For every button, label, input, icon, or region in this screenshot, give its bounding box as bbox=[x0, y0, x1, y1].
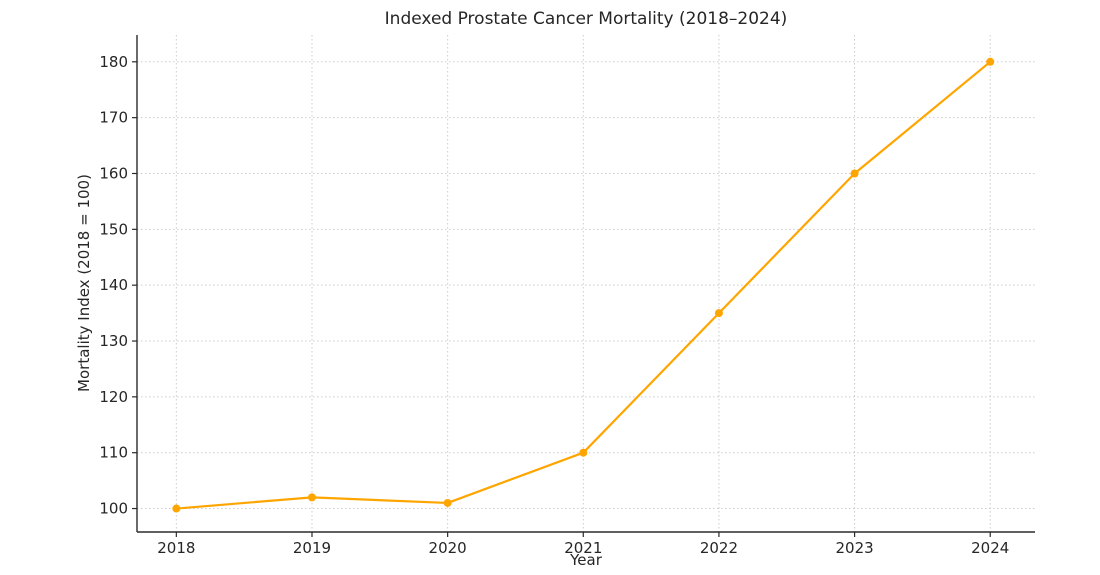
y-tick-label: 150 bbox=[99, 220, 128, 238]
x-tick-label: 2018 bbox=[157, 539, 195, 557]
y-tick-label: 120 bbox=[99, 388, 128, 406]
data-point-marker bbox=[579, 448, 588, 457]
y-tick-label: 100 bbox=[99, 500, 128, 518]
chart-title: Indexed Prostate Cancer Mortality (2018–… bbox=[384, 9, 788, 29]
data-point-marker bbox=[850, 169, 859, 178]
x-tick-label: 2023 bbox=[835, 539, 873, 557]
data-point-marker bbox=[443, 498, 452, 507]
x-tick-label: 2024 bbox=[971, 539, 1009, 557]
y-tick-label: 110 bbox=[99, 444, 128, 462]
x-tick-label: 2021 bbox=[564, 539, 602, 557]
y-tick-label: 170 bbox=[99, 109, 128, 127]
x-tick-label: 2020 bbox=[429, 539, 467, 557]
x-tick-label: 2022 bbox=[700, 539, 738, 557]
x-axis-label: Year bbox=[570, 551, 602, 569]
y-tick-label: 180 bbox=[99, 53, 128, 71]
data-point-marker bbox=[172, 504, 181, 513]
data-point-marker bbox=[714, 309, 723, 318]
y-tick-label: 140 bbox=[99, 276, 128, 294]
data-point-marker bbox=[986, 57, 995, 66]
x-tick-label: 2019 bbox=[293, 539, 331, 557]
y-tick-label: 130 bbox=[99, 332, 128, 350]
y-tick-label: 160 bbox=[99, 164, 128, 182]
data-point-marker bbox=[307, 493, 316, 502]
